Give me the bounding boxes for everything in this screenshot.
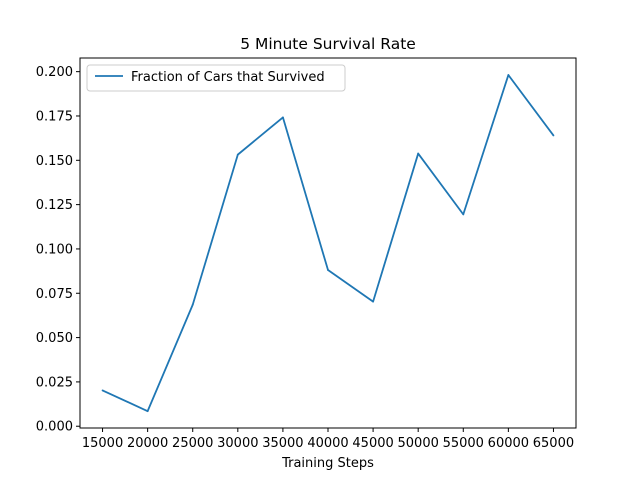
legend-label: Fraction of Cars that Survived [131,70,325,85]
y-tick-label: 0.150 [36,154,73,169]
y-tick-label: 0.125 [36,198,73,213]
y-tick-label: 0.000 [36,420,73,435]
x-tick-label: 25000 [172,436,213,451]
y-axis: 0.000 0.025 0.050 0.075 0.100 0.125 0.150 0.175… [36,65,80,435]
plot-frame [79,57,577,429]
data-point [282,116,284,119]
y-tick-label: 0.025 [36,375,73,390]
data-point [327,269,329,271]
x-axis-title: Training Steps [281,456,374,471]
x-tick-label: 55000 [443,436,484,451]
x-tick-label: 45000 [352,436,393,451]
data-point [191,303,194,306]
plot-background [80,58,576,428]
y-tick-label: 0.100 [36,242,73,257]
x-tick-label: 15000 [82,436,123,451]
y-tick-label: 0.075 [36,287,73,302]
legend: Fraction of Cars that Survived [86,64,346,92]
legend-box [86,64,346,92]
data-point [507,74,510,76]
data-point [101,389,104,392]
data-point [552,134,555,137]
y-tick-label: 0.050 [36,331,73,346]
x-tick-label: 30000 [217,436,258,451]
series-layer [101,74,555,413]
y-tick-label: 0.175 [36,109,73,124]
plot-area: 0.000 0.025 0.050 0.075 0.100 0.125 0.150 0.175… [36,57,577,451]
data-point [462,213,465,216]
y-tick-label: 0.200 [36,65,73,80]
x-tick-label: 50000 [398,436,439,451]
x-tick-label: 35000 [262,436,303,451]
data-point [372,300,374,303]
data-point [417,152,420,155]
x-tick-label: 40000 [307,436,348,451]
chart-title: 5 Minute Survival Rate [240,35,416,53]
data-point [236,153,239,156]
data-point [146,410,149,413]
x-tick-label: 65000 [533,436,574,451]
x-axis: 15000 20000 25000 30000 35000 40000 45000 50000… [82,428,574,451]
x-tick-label: 60000 [488,436,529,451]
x-tick-label: 20000 [127,436,168,451]
